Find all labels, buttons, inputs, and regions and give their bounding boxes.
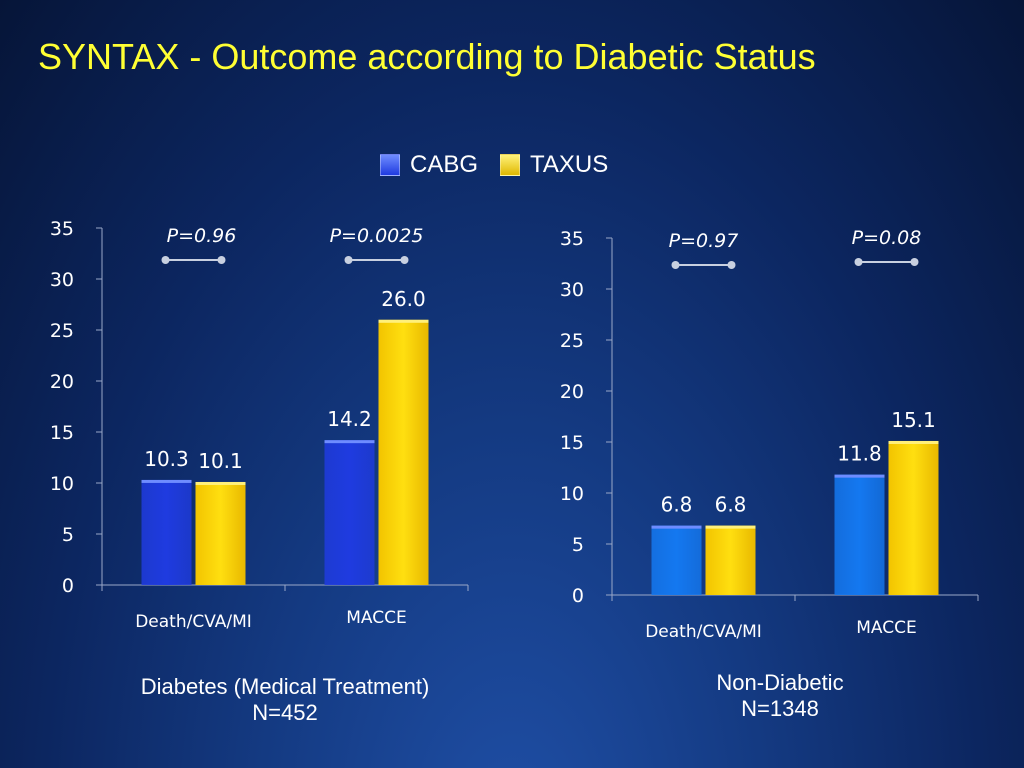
bar-cabg-0 bbox=[651, 525, 702, 595]
y-tick-label: 10 bbox=[50, 473, 74, 495]
p-value-label: P=0.0025 bbox=[330, 225, 424, 247]
x-category-label: Death/CVA/MI bbox=[135, 612, 252, 632]
y-tick-label: 0 bbox=[572, 585, 584, 607]
bar-top-highlight bbox=[195, 481, 246, 485]
non-diabetic-caption-group: Non-Diabetic bbox=[716, 670, 844, 695]
bar-taxus-1 bbox=[888, 440, 939, 595]
y-tick-label: 30 bbox=[560, 279, 584, 301]
bar-cabg-0 bbox=[141, 479, 192, 585]
y-tick-label: 25 bbox=[50, 320, 74, 342]
y-tick-label: 5 bbox=[62, 524, 74, 546]
x-category-label: MACCE bbox=[856, 618, 916, 638]
bar-top-highlight bbox=[888, 440, 939, 444]
bar-value-label: 10.3 bbox=[144, 447, 189, 471]
bracket-end-dot bbox=[400, 256, 409, 264]
p-value-label: P=0.96 bbox=[167, 225, 237, 247]
bracket-end-dot bbox=[344, 256, 353, 264]
bar-top-highlight bbox=[705, 525, 756, 529]
y-tick-label: 0 bbox=[62, 575, 74, 597]
bar-value-label: 11.8 bbox=[837, 442, 882, 466]
bracket-end-dot bbox=[910, 258, 919, 266]
diabetes-bar-chart: 0 5 10 15 20 25 30 35 10.3 10.1 Death/CVA/MI P=0.96… bbox=[50, 218, 469, 632]
bar-top-highlight bbox=[324, 440, 375, 444]
diabetes-caption: Diabetes (Medical Treatment) N=452 bbox=[95, 674, 475, 726]
y-tick-label: 35 bbox=[560, 228, 584, 250]
legend-label-taxus: TAXUS bbox=[530, 151, 609, 178]
y-tick-label: 25 bbox=[560, 330, 584, 352]
bar-taxus-0 bbox=[195, 481, 246, 585]
bar-taxus-0 bbox=[705, 525, 756, 595]
chart-legend: CABG TAXUS bbox=[380, 150, 630, 180]
y-tick-label: 15 bbox=[560, 432, 584, 454]
bracket-end-dot bbox=[161, 256, 170, 264]
bracket-end-dot bbox=[727, 261, 736, 269]
bar-value-label: 14.2 bbox=[327, 407, 372, 431]
bar-value-label: 6.8 bbox=[715, 493, 747, 517]
bracket-end-dot bbox=[671, 261, 680, 269]
non-diabetic-bar-chart: 0 5 10 15 20 25 30 35 6.8 6.8 Death/CVA/MI P=0.97 11… bbox=[560, 227, 979, 642]
slide-title: SYNTAX - Outcome according to Diabetic S… bbox=[38, 36, 816, 77]
y-tick-label: 35 bbox=[50, 218, 74, 240]
bar-top-highlight bbox=[834, 474, 885, 478]
bar-top-highlight bbox=[651, 525, 702, 529]
legend-label-cabg: CABG bbox=[410, 151, 479, 178]
p-value-label: P=0.08 bbox=[852, 227, 922, 249]
legend-swatch-cabg bbox=[380, 154, 400, 176]
non-diabetic-caption: Non-Diabetic N=1348 bbox=[640, 670, 920, 722]
x-category-label: Death/CVA/MI bbox=[645, 622, 762, 642]
y-tick-label: 20 bbox=[560, 381, 584, 403]
bar-top-highlight bbox=[378, 319, 429, 323]
non-diabetic-caption-n: N=1348 bbox=[741, 696, 819, 721]
bar-cabg-1 bbox=[324, 440, 375, 585]
bar-value-label: 10.1 bbox=[198, 449, 243, 473]
diabetes-caption-n: N=452 bbox=[252, 700, 318, 725]
y-tick-label: 20 bbox=[50, 371, 74, 393]
bar-top-highlight bbox=[141, 479, 192, 483]
bracket-end-dot bbox=[217, 256, 226, 264]
bar-taxus-1 bbox=[378, 319, 429, 585]
bar-value-label: 6.8 bbox=[661, 493, 693, 517]
bar-value-label: 15.1 bbox=[891, 408, 936, 432]
p-value-label: P=0.97 bbox=[669, 230, 739, 252]
y-tick-label: 15 bbox=[50, 422, 74, 444]
x-category-label: MACCE bbox=[346, 608, 406, 628]
bar-value-label: 26.0 bbox=[381, 287, 426, 311]
diabetes-caption-group: Diabetes (Medical Treatment) bbox=[140, 674, 430, 699]
y-tick-label: 10 bbox=[560, 483, 584, 505]
legend-swatch-taxus bbox=[500, 154, 521, 176]
y-tick-label: 5 bbox=[572, 534, 584, 556]
bracket-end-dot bbox=[854, 258, 863, 266]
bar-cabg-1 bbox=[834, 474, 885, 595]
y-tick-label: 30 bbox=[50, 269, 74, 291]
